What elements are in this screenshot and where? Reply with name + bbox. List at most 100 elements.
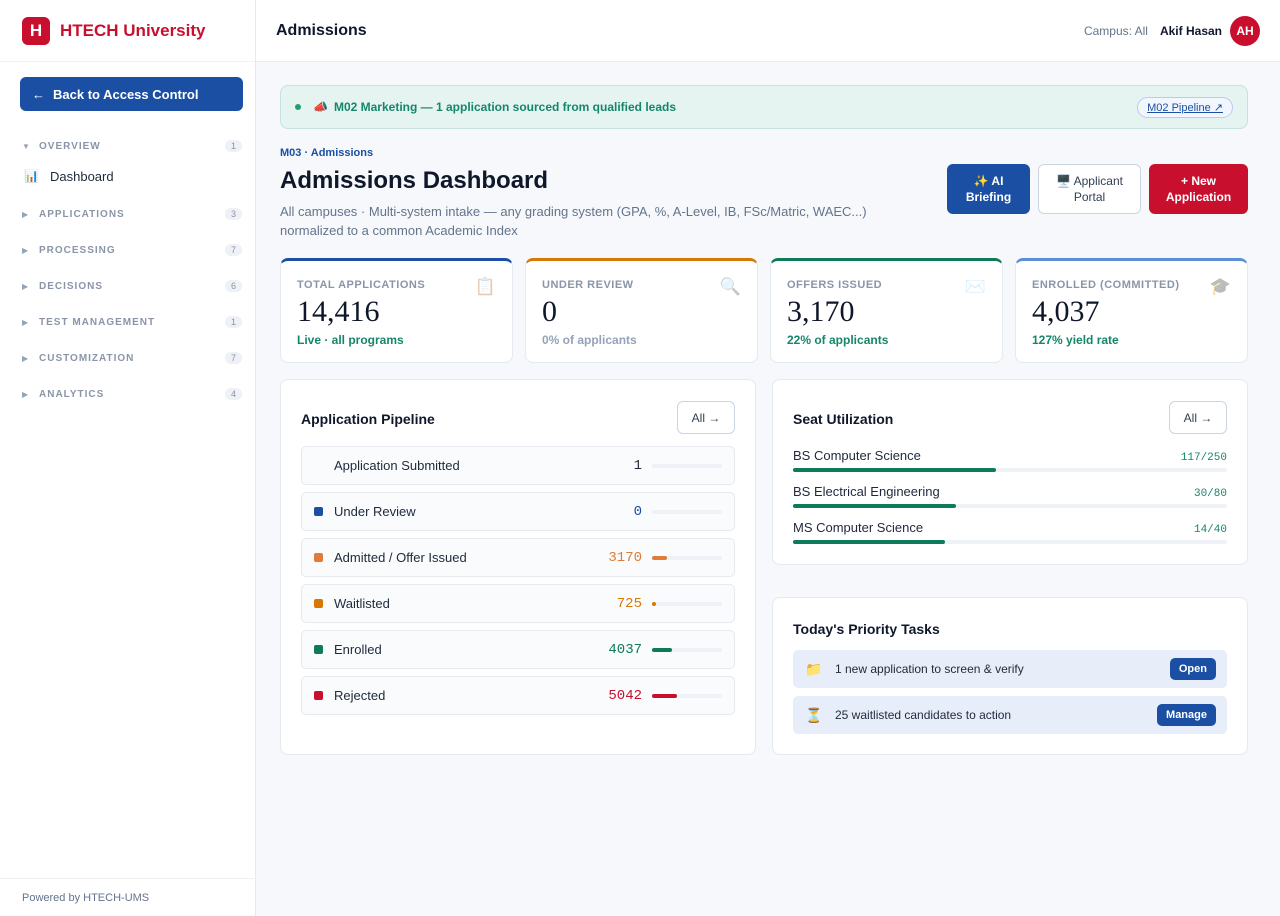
caret-right-icon: ▶ [22, 281, 29, 291]
user-name[interactable]: Akif Hasan [1159, 23, 1222, 38]
seats-all-button[interactable]: All → [1169, 401, 1227, 434]
nav-section-label: CUSTOMIZATION [39, 352, 135, 364]
caret-right-icon: ▶ [22, 317, 29, 327]
new-application-button[interactable]: + New Application [1149, 164, 1248, 214]
seat-bar-track [793, 540, 1227, 544]
nav-section-count: 7 [224, 244, 242, 256]
new-application-label-2: Application [1165, 190, 1232, 204]
ai-briefing-label-2: Briefing [965, 190, 1012, 204]
sidebar-item-dashboard[interactable]: 📊 Dashboard [0, 164, 256, 188]
pipeline-row-label: Under Review [334, 504, 416, 519]
pipeline-row[interactable]: Waitlisted 725 [301, 584, 735, 623]
applicant-portal-button[interactable]: 🖥️ Applicant Portal [1038, 164, 1141, 214]
brand-logo: H [22, 16, 50, 45]
sidebar-footer: Powered by HTECH-UMS [0, 878, 256, 916]
hourglass-icon: ⏳ [805, 706, 823, 723]
nav-section-label: OVERVIEW [39, 140, 101, 152]
nav-section-count: 3 [224, 208, 242, 220]
card-title: Today's Priority Tasks [793, 621, 940, 637]
nav-section-count: 1 [224, 140, 242, 152]
nav-section-test-management[interactable]: ▶ TEST MANAGEMENT 1 [0, 304, 256, 340]
nav-section-count: 7 [224, 352, 242, 364]
back-label: Back to Access Control [53, 86, 199, 102]
topbar: Admissions Campus: All Akif Hasan AH [256, 0, 1280, 62]
campus-selector[interactable]: Campus: All [1083, 23, 1148, 38]
status-swatch [314, 461, 323, 470]
kpi-label: OFFERS ISSUED [787, 279, 883, 291]
pipeline-bar-fill [652, 693, 677, 698]
folder-icon: 📁 [805, 660, 823, 677]
program-name: MS Computer Science [793, 520, 924, 535]
pipeline-all-button[interactable]: All → [677, 401, 735, 434]
back-to-access-control-button[interactable]: ← Back to Access Control [20, 77, 243, 111]
nav-section-overview[interactable]: ▼ OVERVIEW 1 [0, 128, 256, 164]
caret-right-icon: ▶ [22, 353, 29, 363]
kpi-value: 3,170 [787, 295, 855, 328]
pipeline-row-value: 0 [633, 503, 642, 520]
kpi-sub: Live · all programs [297, 333, 404, 347]
megaphone-icon: 📣 [313, 100, 328, 114]
page-subtitle: All campuses · Multi-system intake — any… [280, 204, 867, 238]
avatar[interactable]: AH [1230, 15, 1260, 46]
seat-bar-track [793, 468, 1227, 472]
seat-utilization-card: Seat Utilization All → BS Computer Scien… [772, 379, 1248, 565]
kpi-under-review[interactable]: 🔍 UNDER REVIEW 0 0% of applicants [525, 258, 758, 363]
seat-bar-fill [793, 468, 997, 472]
pipeline-row-value: 5042 [608, 687, 642, 704]
seat-row: MS Computer Science 14/40 [793, 520, 1227, 544]
task-action-button[interactable]: Open [1169, 658, 1216, 680]
nav-section-count: 4 [224, 388, 242, 400]
card-title: Seat Utilization [793, 411, 894, 427]
task-label: 25 waitlisted candidates to action [835, 708, 1012, 722]
magnifier-icon: 🔍 [719, 277, 741, 296]
task-action-button[interactable]: Manage [1157, 704, 1216, 726]
breadcrumb[interactable]: M03 · Admissions [280, 147, 374, 159]
ai-briefing-button[interactable]: ✨ AI Briefing [947, 164, 1030, 214]
pipeline-bar-track [652, 647, 722, 652]
marketing-banner: 📣 M02 Marketing — 1 application sourced … [280, 85, 1248, 129]
status-swatch [314, 507, 323, 516]
nav-section-processing[interactable]: ▶ PROCESSING 7 [0, 232, 256, 268]
kpi-sub: 0% of applicants [542, 333, 637, 347]
nav-section-applications[interactable]: ▶ APPLICATIONS 3 [0, 196, 256, 232]
nav-section-customization[interactable]: ▶ CUSTOMIZATION 7 [0, 340, 256, 376]
pipeline-bar-track [652, 509, 722, 514]
status-swatch [314, 553, 323, 562]
pipeline-row[interactable]: Application Submitted 1 [301, 446, 735, 485]
pipeline-row-value: 4037 [608, 641, 642, 658]
task-label: 1 new application to screen & verify [835, 662, 1024, 676]
nav-section-decisions[interactable]: ▶ DECISIONS 6 [0, 268, 256, 304]
status-dot [295, 104, 301, 110]
pipeline-bar-fill [652, 647, 672, 652]
kpi-sub: 127% yield rate [1032, 333, 1119, 347]
status-swatch [314, 645, 323, 654]
brand[interactable]: H HTECH University [0, 0, 255, 62]
clipboard-icon: 📋 [474, 277, 496, 296]
nav-section-label: TEST MANAGEMENT [39, 316, 156, 328]
pipeline-row[interactable]: Rejected 5042 [301, 676, 735, 715]
seat-bar-track [793, 504, 1227, 508]
nav-section-analytics[interactable]: ▶ ANALYTICS 4 [0, 376, 256, 412]
pipeline-row-value: 725 [616, 595, 642, 612]
pipeline-row-value: 1 [633, 457, 642, 474]
kpi-offers-issued[interactable]: ✉️ OFFERS ISSUED 3,170 22% of applicants [770, 258, 1003, 363]
nav-section-label: ANALYTICS [39, 388, 105, 400]
m02-pipeline-link[interactable]: M02 Pipeline ↗ [1137, 96, 1233, 118]
kpi-value: 14,416 [297, 295, 380, 328]
kpi-value: 4,037 [1032, 295, 1100, 328]
seat-bar-fill [793, 504, 956, 508]
kpi-enrolled[interactable]: 🎓 ENROLLED (COMMITTED) 4,037 127% yield … [1015, 258, 1248, 363]
pipeline-row-label: Rejected [334, 688, 386, 703]
header-title: Admissions [276, 21, 367, 39]
pipeline-row[interactable]: Under Review 0 [301, 492, 735, 531]
program-name: BS Computer Science [793, 448, 921, 463]
pipeline-row[interactable]: Admitted / Offer Issued 3170 [301, 538, 735, 577]
task-row: ⏳ 25 waitlisted candidates to action Manag… [793, 696, 1227, 734]
pipeline-row[interactable]: Enrolled 4037 [301, 630, 735, 669]
seat-count: 14/40 [1193, 524, 1227, 536]
kpi-label: TOTAL APPLICATIONS [297, 279, 426, 291]
pipeline-row-label: Admitted / Offer Issued [334, 550, 467, 565]
kpi-total-applications[interactable]: 📋 TOTAL APPLICATIONS 14,416 Live · all p… [280, 258, 513, 363]
seat-row: BS Electrical Engineering 30/80 [793, 484, 1227, 508]
banner-text: M02 Marketing — 1 application sourced fr… [333, 100, 677, 114]
